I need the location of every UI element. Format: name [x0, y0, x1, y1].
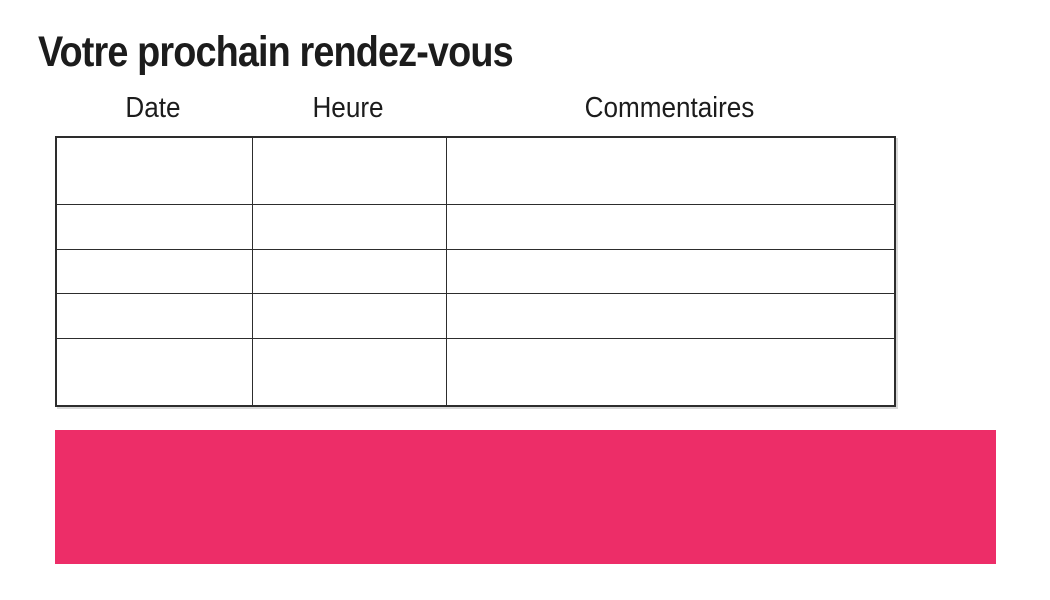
table-row	[55, 338, 896, 407]
table-cell	[251, 338, 447, 407]
table-row	[55, 248, 896, 295]
appointments-table	[55, 136, 896, 407]
table-cell	[55, 203, 253, 250]
table-row	[55, 293, 896, 340]
table-cell	[55, 136, 253, 205]
table-cell	[445, 203, 896, 250]
column-header-date: Date	[125, 92, 181, 124]
table-cell	[445, 338, 896, 407]
page-title: Votre prochain rendez-vous	[38, 28, 514, 76]
table-cell	[445, 248, 896, 295]
table-cell	[55, 338, 253, 407]
table-cell	[251, 136, 447, 205]
table-cell	[445, 136, 896, 205]
table-cell	[251, 248, 447, 295]
table-cell	[55, 248, 253, 295]
column-header-heure: Heure	[312, 92, 384, 124]
table-cell	[251, 203, 447, 250]
table-cell	[445, 293, 896, 340]
table-column-headers: Date Heure Commentaires	[55, 90, 894, 126]
column-header-commentaires: Commentaires	[584, 92, 755, 124]
table-row	[55, 136, 896, 205]
appointments-table-body	[55, 136, 896, 407]
table-row	[55, 203, 896, 250]
accent-bar	[55, 430, 996, 564]
table-cell	[55, 293, 253, 340]
table-cell	[251, 293, 447, 340]
